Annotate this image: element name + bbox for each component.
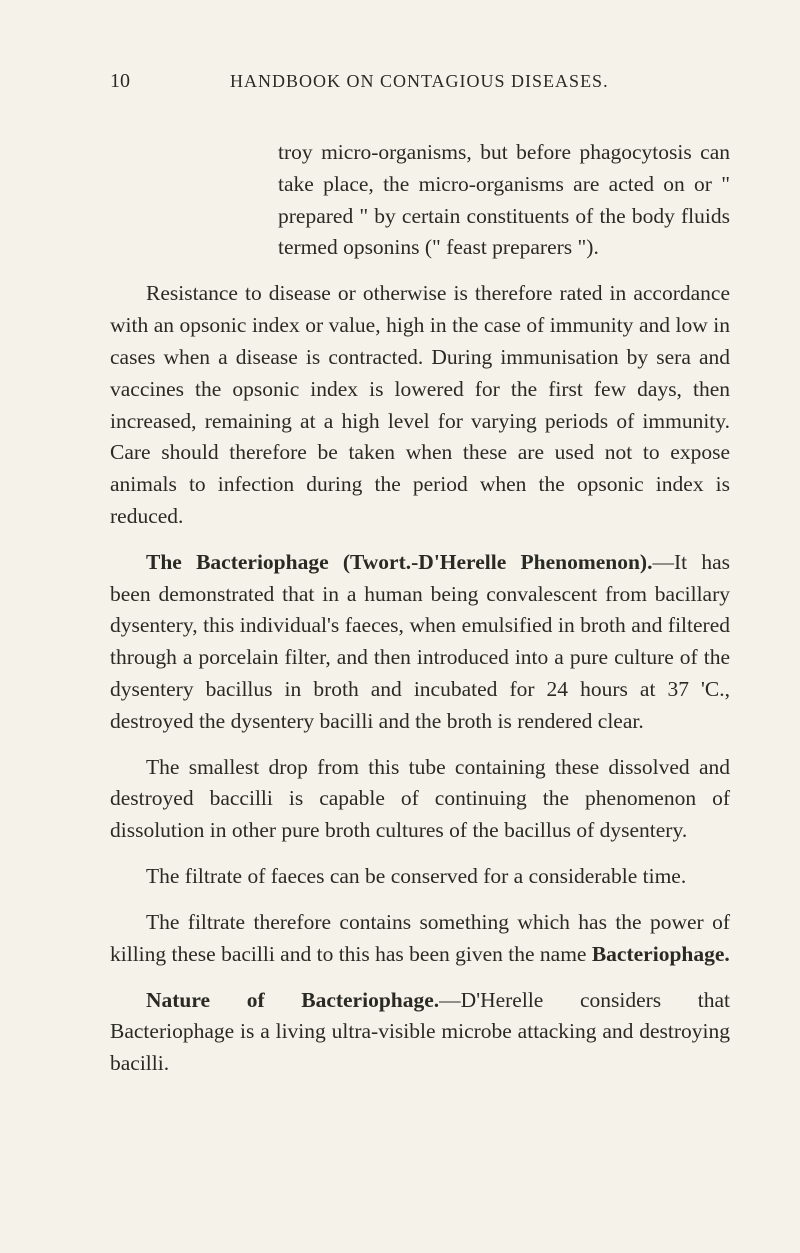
body-paragraph: The filtrate therefore contains somethin… [110,907,730,971]
book-page: 10 HANDBOOK ON CONTAGIOUS DISEASES. troy… [0,0,800,1253]
paragraph-text: —It has been demonstrated that in a huma… [110,550,730,733]
paragraph-lead-bold: The Bacteriophage (Twort.-D'Herelle Phen… [146,550,652,574]
page-number: 10 [110,70,230,93]
paragraph-bold-tail: Bacteriophage. [592,942,730,966]
paragraph-lead-bold: Nature of Bacteriophage. [146,988,439,1012]
running-header: 10 HANDBOOK ON CONTAGIOUS DISEASES. [110,70,730,93]
body-paragraph: Resistance to disease or otherwise is th… [110,278,730,533]
continuation-block: troy micro-organisms, but before phagocy… [110,137,730,264]
running-title: HANDBOOK ON CONTAGIOUS DISEASES. [230,71,609,92]
body-paragraph: troy micro-organisms, but before phagocy… [278,137,730,264]
body-paragraph: Nature of Bacteriophage.—D'Herelle consi… [110,985,730,1080]
body-paragraph: The Bacteriophage (Twort.-D'Herelle Phen… [110,547,730,738]
body-paragraph: The smallest drop from this tube contain… [110,752,730,847]
body-paragraph: The filtrate of faeces can be conserved … [110,861,730,893]
